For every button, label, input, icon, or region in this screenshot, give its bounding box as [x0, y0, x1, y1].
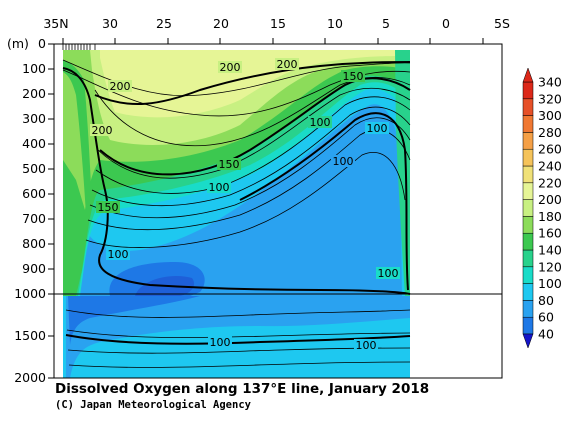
x-tick-label: 5S [494, 16, 510, 31]
colorbar-segment [522, 283, 534, 301]
colorbar-label: 40 [538, 327, 554, 342]
contour-label-group: 200 200 200 200 150 100 100 150 150 100 … [90, 58, 400, 352]
y-tick-label: 300 [22, 111, 46, 126]
y-tick-label: 0 [38, 36, 46, 51]
contour-label: 100 [333, 155, 354, 168]
colorbar-segment [522, 232, 534, 251]
colorbar-segment [522, 132, 534, 150]
contour-label: 100 [108, 248, 129, 261]
contour-label: 200 [110, 80, 131, 93]
y-tick-label: 200 [22, 86, 46, 101]
colorbar-label: 100 [538, 276, 562, 291]
colorbar-label: 320 [538, 91, 562, 106]
colorbar-segment [522, 115, 534, 133]
contour-label: 150 [98, 201, 119, 214]
colorbar-label: 140 [538, 243, 562, 258]
colorbar-bottom-arrow [522, 333, 534, 349]
contour-label: 100 [378, 267, 399, 280]
x-tick-label: 15 [270, 16, 286, 31]
upper-layer-240 [100, 50, 400, 118]
x-tick-label: 25 [156, 16, 172, 31]
chart-credit: (C) Japan Meteorological Agency [55, 399, 252, 411]
y-axis: (m) 0 100 200 300 400 500 600 700 800 90… [7, 36, 54, 385]
contour-label: 150 [343, 70, 364, 83]
colorbar-segment [522, 148, 534, 167]
y-tick-label: 900 [22, 261, 46, 276]
upper-layer-100 [72, 104, 402, 296]
y-tick-label: 700 [22, 211, 46, 226]
plot-frame [53, 43, 503, 379]
colorbar-segment [522, 199, 534, 217]
colorbar-label: 80 [538, 293, 554, 308]
colorbar-label: 300 [538, 108, 562, 123]
contour-label: 150 [219, 158, 240, 171]
y-tick-label: 500 [22, 161, 46, 176]
x-axis: 35N 30 25 20 15 10 5 0 5S [43, 16, 510, 44]
x-tick-label: 30 [102, 16, 118, 31]
contour-label: 200 [277, 58, 298, 71]
colorbar-segment [522, 165, 534, 184]
colorbar-segment [522, 300, 534, 318]
colorbar-label: 240 [538, 159, 562, 174]
x-tick-label: 5 [382, 16, 390, 31]
colorbar-label: 160 [538, 226, 562, 241]
y-tick-label: 2000 [14, 370, 46, 385]
deep-layer-low [68, 296, 200, 345]
x-tick-label: 20 [213, 16, 229, 31]
colorbar-label: 120 [538, 259, 562, 274]
x-tick-label: 35N [43, 16, 68, 31]
colorbar-segment [522, 266, 534, 284]
data-field: 200 200 200 200 150 100 100 150 150 100 … [54, 44, 502, 378]
coastal-band [63, 60, 92, 215]
colorbar-label: 260 [538, 142, 562, 157]
y-tick-label: 1500 [14, 328, 46, 343]
colorbar-top-arrow [522, 67, 534, 83]
contour-label: 200 [220, 61, 241, 74]
colorbar-label: 200 [538, 192, 562, 207]
colorbar-segment [522, 98, 534, 116]
y-tick-label: 100 [22, 61, 46, 76]
contour-lines-bold [62, 61, 411, 345]
x-tick-label: 0 [442, 16, 450, 31]
y-tick-label: 1000 [14, 286, 46, 301]
y-unit-label: (m) [7, 36, 29, 51]
contour-label: 100 [210, 336, 231, 349]
y-tick-label: 600 [22, 186, 46, 201]
colorbar-segment [522, 182, 534, 200]
contour-label: 100 [310, 116, 331, 129]
colorbar-segment [522, 216, 534, 234]
deep-layer-80 [66, 296, 410, 378]
contour-label: 100 [356, 339, 377, 352]
colorbar-segment [522, 316, 534, 335]
contour-label: 100 [367, 122, 388, 135]
colorbar-segment [522, 81, 534, 100]
y-tick-label: 400 [22, 136, 46, 151]
contour-label: 100 [209, 181, 230, 194]
station-marks [62, 44, 96, 50]
y-tick-label: 800 [22, 236, 46, 251]
colorbar-label: 280 [538, 125, 562, 140]
colorbar-label: 60 [538, 310, 554, 325]
colorbar-label: 220 [538, 175, 562, 190]
colorbar-segment [522, 249, 534, 268]
chart-title: Dissolved Oxygen along 137°E line, Janua… [55, 381, 429, 397]
colorbar-label: 340 [538, 75, 562, 90]
x-tick-label: 10 [327, 16, 343, 31]
contour-label: 200 [92, 124, 113, 137]
colorbar-label: 180 [538, 209, 562, 224]
